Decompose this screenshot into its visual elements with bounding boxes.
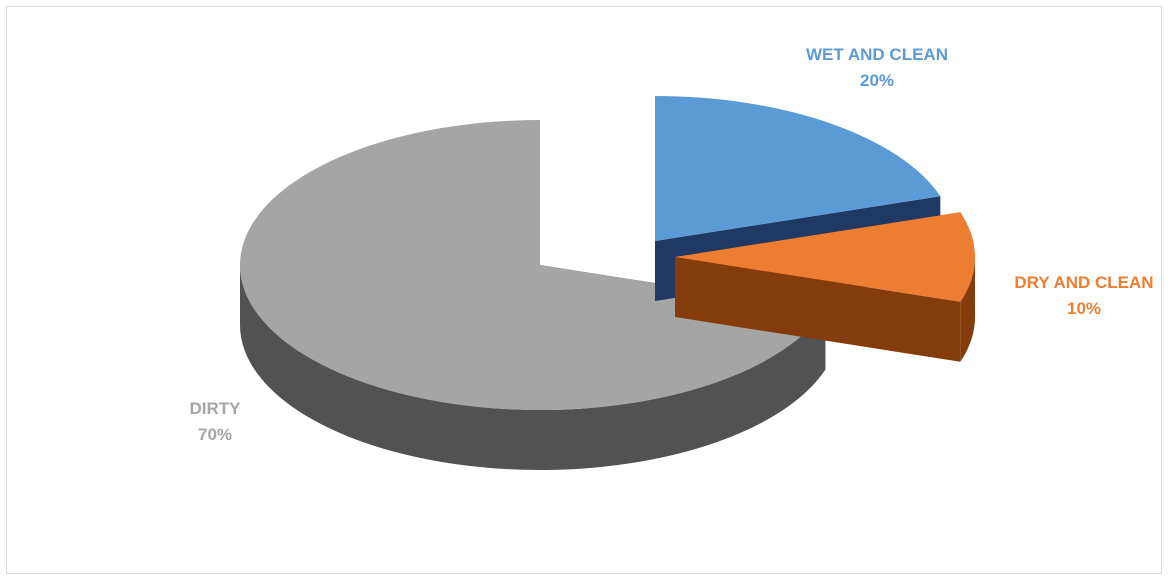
- data-label-percent: 70%: [190, 422, 241, 448]
- data-label-dirty: DIRTY 70%: [190, 396, 241, 448]
- data-label-category: DIRTY: [190, 396, 241, 422]
- data-label-category: DRY AND CLEAN: [1014, 270, 1153, 296]
- data-label-dry-and-clean: DRY AND CLEAN 10%: [1014, 270, 1153, 322]
- data-label-wet-and-clean: WET AND CLEAN 20%: [806, 42, 948, 94]
- data-label-percent: 20%: [806, 68, 948, 94]
- data-label-percent: 10%: [1014, 296, 1153, 322]
- data-label-category: WET AND CLEAN: [806, 42, 948, 68]
